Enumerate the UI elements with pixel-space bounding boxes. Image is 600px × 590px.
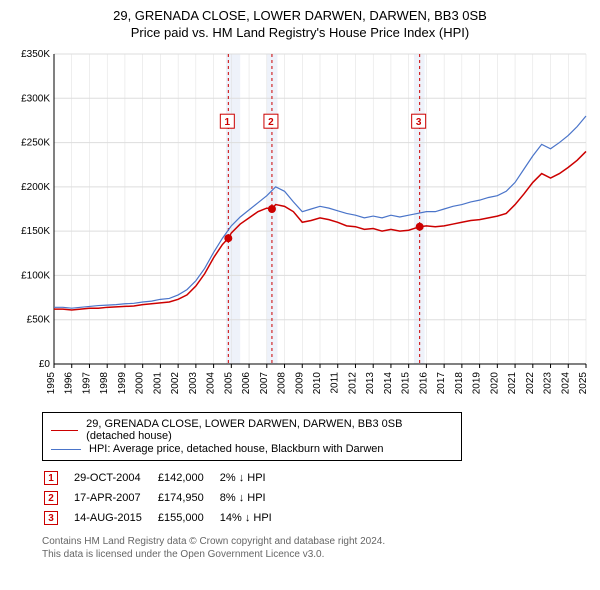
svg-text:£150K: £150K [21, 226, 50, 237]
svg-text:2007: 2007 [259, 372, 270, 395]
svg-text:£350K: £350K [21, 49, 50, 60]
svg-text:1996: 1996 [64, 372, 75, 395]
title-block: 29, GRENADA CLOSE, LOWER DARWEN, DARWEN,… [10, 8, 590, 40]
event-marker: 3 [44, 511, 58, 525]
svg-text:2012: 2012 [347, 372, 358, 395]
table-row: 3 14-AUG-2015£155,00014% ↓ HPI [44, 509, 286, 527]
title-line1: 29, GRENADA CLOSE, LOWER DARWEN, DARWEN,… [10, 8, 590, 23]
svg-text:£100K: £100K [21, 270, 50, 281]
svg-text:2006: 2006 [241, 372, 252, 395]
events-table: 1 29-OCT-2004£142,0002% ↓ HPI 2 17-APR-2007… [42, 467, 288, 529]
legend-label-series2: HPI: Average price, detached house, Blac… [89, 443, 384, 455]
legend-box: 29, GRENADA CLOSE, LOWER DARWEN, DARWEN,… [42, 412, 462, 461]
svg-text:£200K: £200K [21, 182, 50, 193]
svg-text:1998: 1998 [99, 372, 110, 395]
svg-text:2: 2 [268, 117, 274, 128]
event-date: 17-APR-2007 [74, 489, 156, 507]
title-line2: Price paid vs. HM Land Registry's House … [10, 25, 590, 40]
svg-text:2010: 2010 [312, 372, 323, 395]
event-date: 14-AUG-2015 [74, 509, 156, 527]
event-marker: 2 [44, 491, 58, 505]
svg-text:2022: 2022 [525, 372, 536, 395]
svg-text:1997: 1997 [81, 372, 92, 395]
svg-text:2008: 2008 [277, 372, 288, 395]
event-date: 29-OCT-2004 [74, 469, 156, 487]
svg-text:2016: 2016 [418, 372, 429, 395]
table-row: 1 29-OCT-2004£142,0002% ↓ HPI [44, 469, 286, 487]
svg-text:1995: 1995 [46, 372, 57, 395]
event-price: £155,000 [158, 509, 218, 527]
event-delta: 8% ↓ HPI [220, 489, 286, 507]
legend-row-series1: 29, GRENADA CLOSE, LOWER DARWEN, DARWEN,… [51, 418, 453, 442]
event-delta: 14% ↓ HPI [220, 509, 286, 527]
chart-svg: £0 £50K £100K £150K £200K £250K £300K £350K 1995… [10, 44, 590, 404]
svg-text:2011: 2011 [330, 372, 341, 394]
svg-text:2002: 2002 [170, 372, 181, 395]
svg-text:3: 3 [416, 117, 422, 128]
svg-text:2018: 2018 [454, 372, 465, 395]
svg-text:2015: 2015 [401, 372, 412, 395]
svg-text:£50K: £50K [27, 315, 51, 326]
svg-text:2004: 2004 [206, 372, 217, 395]
svg-text:£300K: £300K [21, 93, 50, 104]
svg-text:2013: 2013 [365, 372, 376, 395]
svg-text:2003: 2003 [188, 372, 199, 395]
legend-swatch-red [51, 430, 78, 431]
svg-text:£0: £0 [39, 359, 51, 370]
chart-area: £0 £50K £100K £150K £200K £250K £300K £350K 1995… [10, 44, 590, 404]
footer-line1: Contains HM Land Registry data © Crown c… [42, 535, 590, 548]
event-delta: 2% ↓ HPI [220, 469, 286, 487]
event-price: £142,000 [158, 469, 218, 487]
footer-line2: This data is licensed under the Open Gov… [42, 548, 590, 561]
svg-text:1999: 1999 [117, 372, 128, 395]
legend-swatch-blue [51, 449, 81, 450]
event-price: £174,950 [158, 489, 218, 507]
footer: Contains HM Land Registry data © Crown c… [42, 535, 590, 561]
svg-text:2024: 2024 [560, 372, 571, 395]
svg-text:2020: 2020 [489, 372, 500, 395]
svg-text:2019: 2019 [472, 372, 483, 395]
event-marker: 1 [44, 471, 58, 485]
svg-text:1: 1 [225, 117, 231, 128]
svg-text:2009: 2009 [294, 372, 305, 395]
svg-text:2005: 2005 [223, 372, 234, 395]
svg-text:2014: 2014 [383, 372, 394, 395]
svg-text:2025: 2025 [578, 372, 589, 395]
svg-text:£250K: £250K [21, 138, 50, 149]
table-row: 2 17-APR-2007£174,9508% ↓ HPI [44, 489, 286, 507]
svg-text:2000: 2000 [135, 372, 146, 395]
legend-label-series1: 29, GRENADA CLOSE, LOWER DARWEN, DARWEN,… [86, 418, 453, 442]
svg-text:2017: 2017 [436, 372, 447, 395]
svg-text:2021: 2021 [507, 372, 518, 395]
chart-container: 29, GRENADA CLOSE, LOWER DARWEN, DARWEN,… [0, 0, 600, 567]
legend-row-series2: HPI: Average price, detached house, Blac… [51, 443, 453, 455]
svg-text:2001: 2001 [152, 372, 163, 395]
svg-text:2023: 2023 [543, 372, 554, 395]
